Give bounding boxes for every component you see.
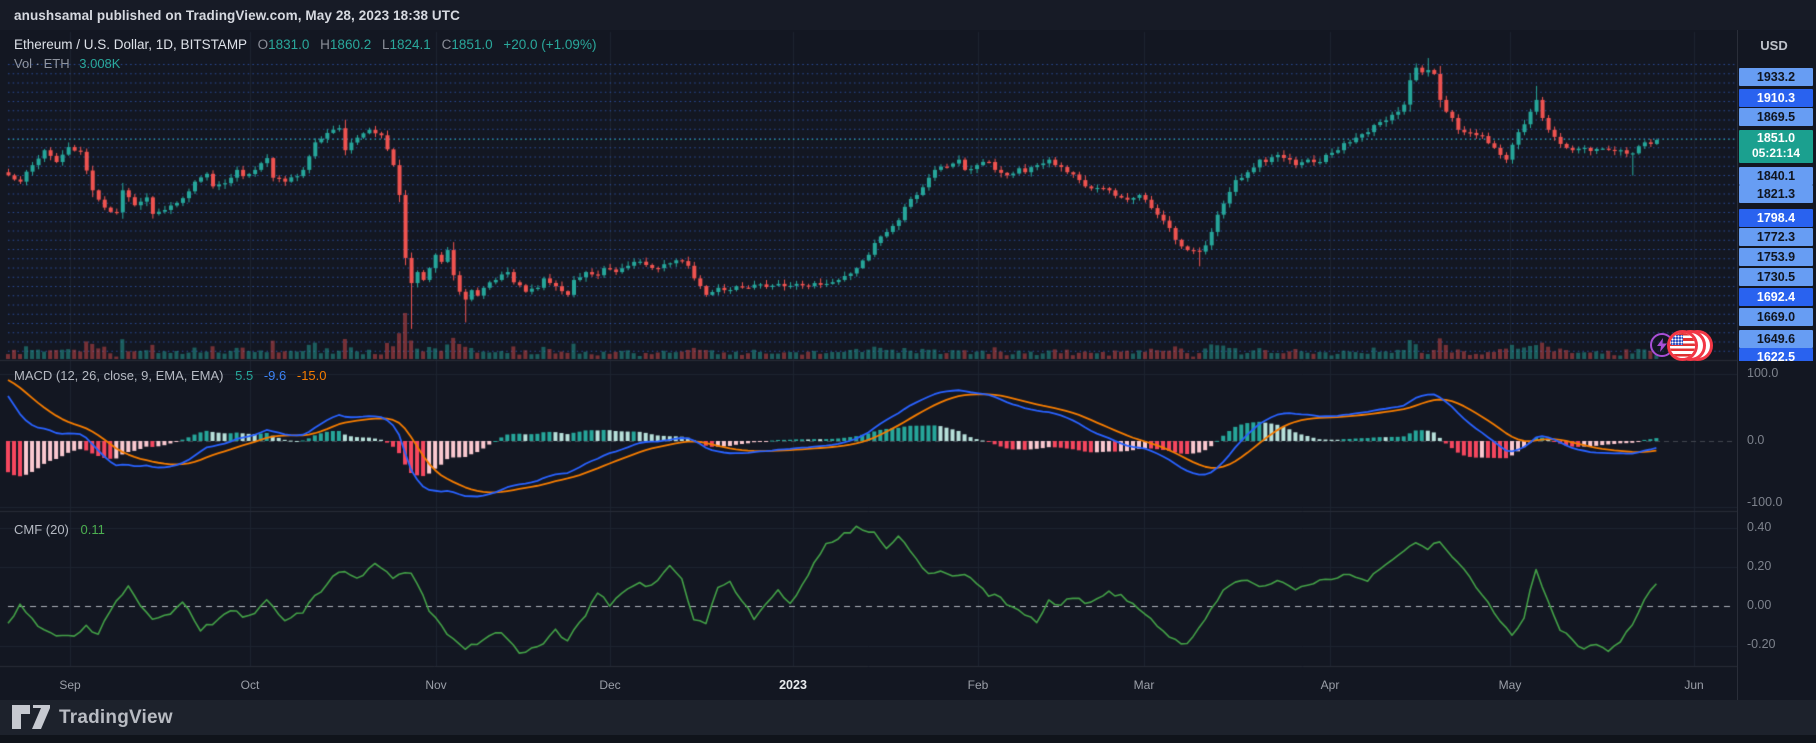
price-level-label: 1622.5 bbox=[1739, 348, 1813, 361]
price-level-label: 1869.5 bbox=[1739, 108, 1813, 126]
price-level-label: 1692.4 bbox=[1739, 288, 1813, 306]
price-level-label: 1772.3 bbox=[1739, 228, 1813, 246]
price-axis-labels: 1933.2 1910.3 1869.5 1851.0 05:21:14 1840.1 18… bbox=[1738, 30, 1816, 361]
indicator-axis-tick: -0.20 bbox=[1747, 637, 1776, 651]
time-axis-month-label: Oct bbox=[240, 678, 260, 692]
time-axis-month-label: Mar bbox=[1133, 678, 1155, 692]
tradingview-brand-text[interactable]: TradingView bbox=[59, 706, 173, 728]
time-axis-month-label: Apr bbox=[1320, 678, 1340, 692]
time-axis-month-label: Jun bbox=[1684, 678, 1704, 692]
chart-event-icons[interactable] bbox=[1650, 330, 1718, 361]
indicator-axis-tick: -100.0 bbox=[1747, 495, 1783, 509]
publish-text: anushsamal published on TradingView.com,… bbox=[14, 7, 460, 23]
flag-canton bbox=[1671, 335, 1683, 345]
time-axis-month-label: Nov bbox=[425, 678, 447, 692]
bottom-strip bbox=[0, 735, 1816, 743]
tradingview-logo-icon[interactable] bbox=[12, 705, 52, 730]
us-flag-icon[interactable] bbox=[1667, 330, 1698, 361]
time-axis-month-label: May bbox=[1498, 678, 1522, 692]
indicator-axis-tick: 0.0 bbox=[1747, 433, 1765, 447]
indicator-axis-tick: 0.00 bbox=[1747, 598, 1772, 612]
price-level-label: 1753.9 bbox=[1739, 248, 1813, 266]
time-axis-month-label: Feb bbox=[967, 678, 989, 692]
indicator-axis-tick: 0.40 bbox=[1747, 520, 1772, 534]
time-axis-month-label: 2023 bbox=[779, 678, 807, 692]
price-level-label: 1933.2 bbox=[1739, 68, 1813, 86]
price-level-label: 1840.1 bbox=[1739, 167, 1813, 185]
price-level-label: 1798.4 bbox=[1739, 209, 1813, 227]
time-axis-month-label: Sep bbox=[59, 678, 81, 692]
current-price-label: 1851.0 05:21:14 bbox=[1739, 130, 1813, 163]
price-level-label: 1649.6 bbox=[1739, 330, 1813, 348]
currency-label: USD bbox=[1760, 38, 1788, 53]
time-axis-month-label: Dec bbox=[599, 678, 621, 692]
indicator-axis-tick: 100.0 bbox=[1747, 366, 1779, 380]
price-chart-canvas[interactable] bbox=[0, 30, 1737, 700]
indicator-axis-tick: 0.20 bbox=[1747, 559, 1772, 573]
price-level-label: 1669.0 bbox=[1739, 308, 1813, 326]
price-level-label: 1821.3 bbox=[1739, 185, 1813, 203]
time-axis[interactable]: Sep Oct Nov Dec 2023 Feb Mar Apr May Jun bbox=[0, 667, 1737, 700]
publish-bar: anushsamal published on TradingView.com,… bbox=[0, 0, 1816, 31]
price-level-label: 1730.5 bbox=[1739, 268, 1813, 286]
price-level-label: 1910.3 bbox=[1739, 89, 1813, 107]
footer-bar: TradingView bbox=[0, 700, 1816, 735]
